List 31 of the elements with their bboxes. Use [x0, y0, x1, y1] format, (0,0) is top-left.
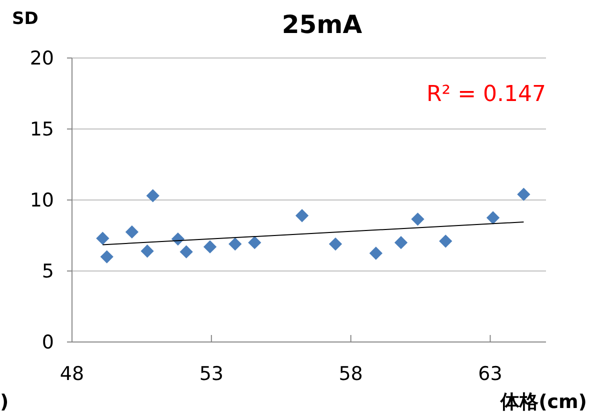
point [228, 237, 242, 251]
point [439, 234, 452, 248]
point [96, 232, 110, 245]
text: ) [0, 391, 9, 413]
x-tick-label: 63 [478, 363, 502, 385]
annotation: R² = 0.147 [426, 82, 546, 107]
point [394, 236, 408, 250]
x-tick-label: 58 [338, 363, 363, 385]
point [248, 236, 262, 250]
point [295, 209, 309, 222]
point [203, 240, 217, 254]
y-tick-label: 15 [30, 118, 54, 141]
point [180, 245, 193, 258]
x-axis-title: 体格(cm) [500, 391, 587, 413]
x-tick-label: 48 [60, 363, 84, 385]
y-tick-label: 0 [42, 332, 54, 354]
x-tick-label: 53 [199, 363, 224, 385]
point [517, 188, 530, 201]
point [369, 246, 382, 260]
y-axis-title: SD [12, 9, 38, 29]
point [411, 212, 424, 226]
point [146, 189, 160, 202]
point [486, 211, 500, 224]
y-tick-label: 20 [30, 48, 54, 70]
y-tick-label: 5 [42, 260, 54, 283]
point [328, 237, 342, 251]
point [140, 244, 154, 258]
y-tick-label: 10 [30, 190, 54, 212]
point [100, 250, 114, 264]
point [125, 225, 139, 239]
chart-title: 25mA [282, 10, 363, 39]
